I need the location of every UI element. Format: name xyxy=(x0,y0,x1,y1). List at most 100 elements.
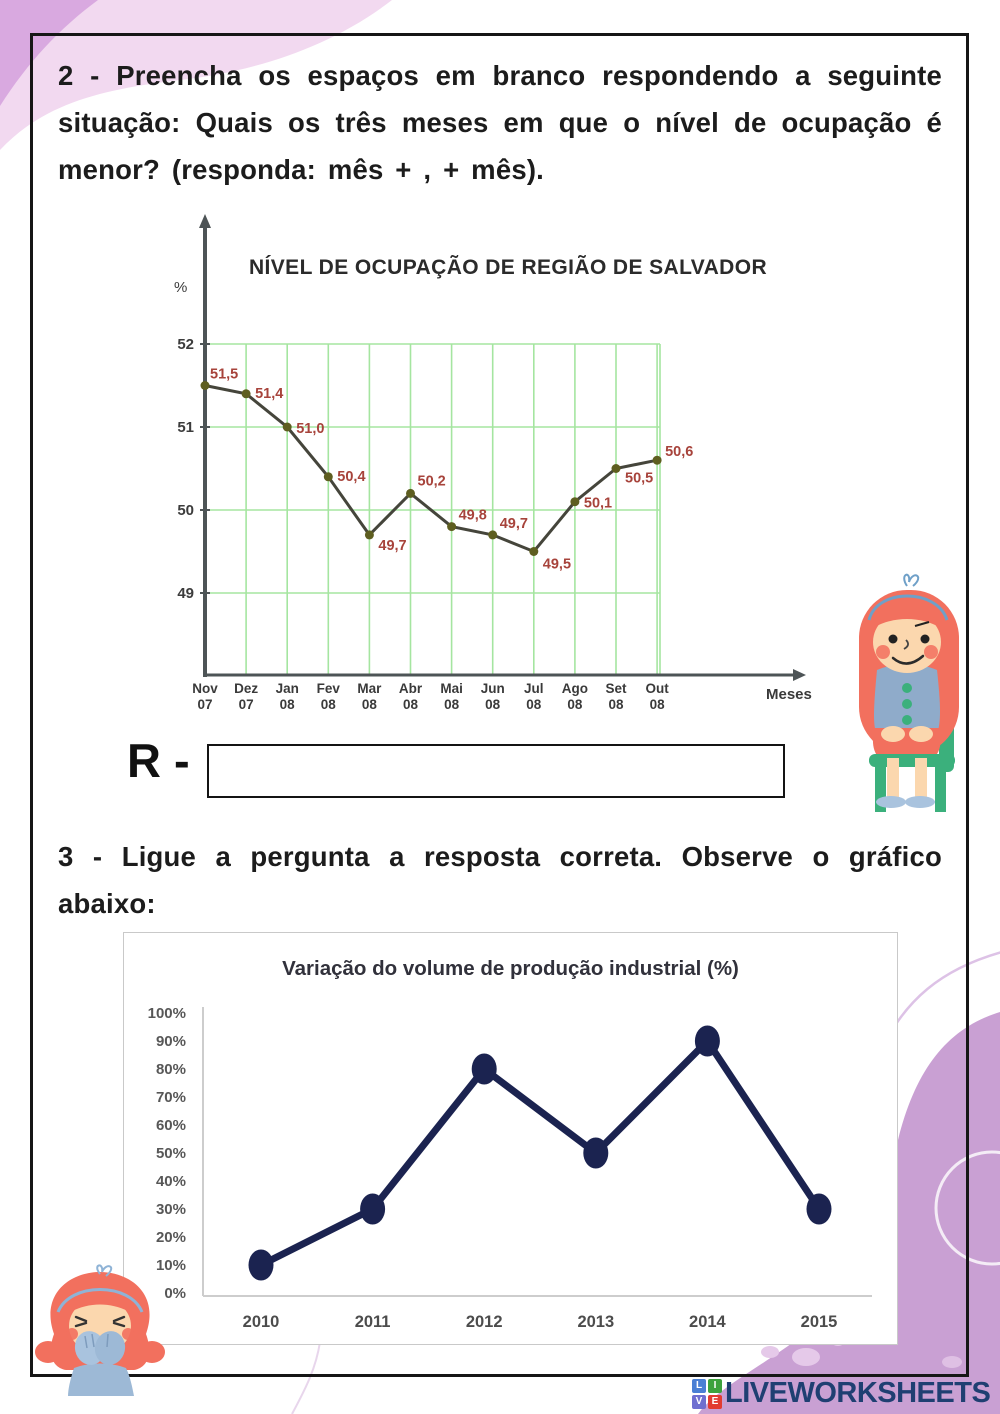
pink-spot xyxy=(792,1348,820,1366)
x-tick-label-month: Mar xyxy=(357,681,382,696)
y-tick-label: 49 xyxy=(177,585,194,602)
data-point xyxy=(529,547,539,556)
girl-closed-eye xyxy=(74,1315,88,1328)
logo-square-v: V xyxy=(692,1394,706,1409)
x-tick-label-month: Out xyxy=(645,681,669,696)
girl-smile xyxy=(891,654,925,665)
x-tick-label: 2010 xyxy=(243,1313,280,1331)
data-point xyxy=(694,1025,720,1057)
y-tick-label: 100% xyxy=(148,1005,186,1022)
girl-cheek xyxy=(924,645,938,659)
answer-input[interactable] xyxy=(207,744,785,798)
girl-headband xyxy=(56,1288,144,1313)
liveworksheets-logo[interactable]: L I V E LIVEWORKSHEETS xyxy=(692,1377,991,1410)
data-point-label: 50,6 xyxy=(665,444,693,460)
industrial-production-chart-panel: 100% 90% 80% 70% 60% 50% 40% 30% 20% 10% 0% 2010 201… xyxy=(123,932,898,1345)
worksheet-card-border xyxy=(30,33,969,1377)
data-point xyxy=(611,464,621,473)
sneezing-girl-illustration xyxy=(35,1264,165,1396)
data-point xyxy=(360,1193,386,1225)
data-point xyxy=(447,522,457,532)
girl-cheek xyxy=(66,1328,78,1340)
answer-label: R - xyxy=(127,734,190,787)
y-tick-label: 0% xyxy=(164,1285,186,1302)
data-point xyxy=(323,472,333,482)
x-tick-label-year: 08 xyxy=(485,697,501,712)
chart1-title: NÍVEL DE OCUPAÇÃO DE REGIÃO DE SALVADOR xyxy=(248,256,768,279)
data-point-label: 51,4 xyxy=(255,386,283,402)
data-point-label: 49,7 xyxy=(500,516,528,532)
x-axis-arrow xyxy=(793,669,806,681)
girl-fringe xyxy=(873,610,941,628)
question-2-text: 2 - Preencha os espaços em branco respon… xyxy=(58,60,942,185)
liveworksheets-logo-text: LIVEWORKSHEETS xyxy=(725,1377,991,1409)
girl-shoe xyxy=(876,796,906,808)
y-axis-arrow xyxy=(199,214,211,228)
pink-spot xyxy=(942,1356,962,1368)
x-tick-label-month: Jan xyxy=(276,681,299,696)
x-tick-label: 2013 xyxy=(577,1313,614,1331)
x-tick-label: 2012 xyxy=(466,1313,503,1331)
chair-leg xyxy=(935,764,946,812)
girl-eye xyxy=(920,634,930,644)
x-tick-label-month: Fev xyxy=(317,681,341,696)
x-tick-label-year: 08 xyxy=(526,697,542,712)
girl-fringe xyxy=(70,1297,130,1312)
data-point-label: 49,8 xyxy=(459,508,487,524)
logo-square-e: E xyxy=(708,1394,722,1409)
logo-square-i: I xyxy=(708,1378,722,1393)
chair-leg xyxy=(875,764,886,812)
x-tick-label-year: 08 xyxy=(403,697,419,712)
x-axis-title: Meses xyxy=(766,686,812,703)
data-point xyxy=(583,1137,609,1169)
chart2-title: Variação do volume de produção industria… xyxy=(282,957,739,980)
x-tick-label: 2011 xyxy=(355,1313,391,1331)
data-point xyxy=(282,422,292,432)
x-tick-label-month: Dez xyxy=(234,681,258,696)
y-axis-unit-label: % xyxy=(174,279,187,296)
x-tick-label-year: 07 xyxy=(239,697,254,712)
data-point xyxy=(488,530,498,540)
y-tick-label: 90% xyxy=(156,1033,186,1050)
question-3-text: 3 - Ligue a pergunta a resposta correta.… xyxy=(58,841,942,919)
data-point-label: 51,5 xyxy=(210,367,238,383)
x-tick-label-month: Mai xyxy=(440,681,463,696)
data-point xyxy=(806,1193,832,1225)
data-point-label: 50,4 xyxy=(337,469,365,485)
data-point xyxy=(471,1053,497,1085)
data-point xyxy=(406,488,415,498)
girl-hand xyxy=(94,1331,126,1365)
girl-headband xyxy=(867,594,949,621)
x-tick-label-year: 08 xyxy=(567,697,583,712)
girl-hand xyxy=(909,726,933,742)
y-tick-label: 80% xyxy=(156,1061,186,1078)
girl-cheek xyxy=(122,1328,134,1340)
y-tick-label: 60% xyxy=(156,1117,186,1134)
girl-hair-bow xyxy=(903,573,920,587)
y-tick-label: 50 xyxy=(177,502,194,519)
y-tick-label: 20% xyxy=(156,1229,186,1246)
sweater-button xyxy=(902,699,912,709)
y-tick-label: 52 xyxy=(177,336,194,353)
girl-hair-bow xyxy=(96,1264,113,1277)
girl-shoe xyxy=(905,796,935,808)
y-tick-label: 70% xyxy=(156,1089,186,1106)
x-tick-label-month: Jun xyxy=(481,681,505,696)
girl-closed-eye xyxy=(112,1315,126,1328)
x-tick-label-year: 08 xyxy=(280,697,296,712)
girl-leg xyxy=(915,758,927,800)
girl-body xyxy=(68,1363,134,1396)
x-tick-label-month: Ago xyxy=(562,681,588,696)
data-point xyxy=(570,497,580,507)
data-line xyxy=(259,1035,822,1269)
girl-finger-lines xyxy=(84,1333,109,1349)
x-tick-label-month: Abr xyxy=(399,681,423,696)
x-tick-label-year: 08 xyxy=(362,697,378,712)
data-point-label: 50,2 xyxy=(418,473,446,489)
x-tick-label-year: 08 xyxy=(608,697,624,712)
girl-leg xyxy=(887,758,899,800)
pink-spot xyxy=(761,1346,779,1358)
sweater-button xyxy=(902,715,912,725)
x-tick-label-month: Nov xyxy=(192,681,218,696)
